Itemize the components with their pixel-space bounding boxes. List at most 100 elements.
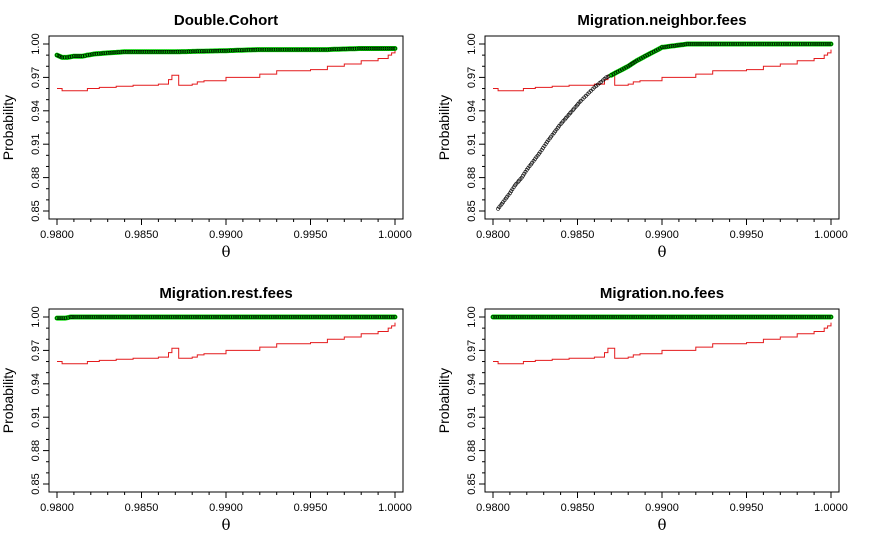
data-point — [818, 315, 822, 319]
data-point — [93, 315, 98, 319]
data-point — [206, 315, 211, 319]
data-point — [55, 316, 59, 321]
series-highlight — [54, 314, 398, 321]
data-point — [604, 315, 609, 319]
data-point — [219, 315, 224, 319]
data-point — [717, 42, 722, 46]
data-point — [359, 315, 364, 319]
data-point — [204, 49, 209, 54]
data-point — [683, 42, 688, 47]
data-point — [239, 48, 244, 53]
plot-area — [54, 314, 398, 365]
data-point — [620, 315, 624, 319]
data-point — [376, 46, 381, 51]
data-point — [551, 315, 555, 319]
data-point — [617, 315, 622, 319]
data-point — [202, 49, 206, 54]
data-point — [330, 315, 335, 319]
data-point — [513, 315, 518, 319]
data-point — [85, 315, 89, 319]
data-point — [611, 72, 616, 77]
data-point — [511, 315, 515, 319]
data-point — [776, 42, 780, 46]
series-highlight — [54, 46, 398, 60]
data-point — [96, 51, 101, 56]
data-point — [204, 315, 208, 319]
x-tick-label: 1.0000 — [814, 502, 848, 514]
data-point — [702, 42, 707, 46]
data-point — [702, 315, 707, 319]
data-point — [317, 315, 322, 319]
data-point — [662, 45, 667, 50]
data-point — [213, 49, 217, 53]
data-point — [329, 47, 334, 52]
data-point — [822, 42, 827, 46]
data-point — [526, 315, 531, 319]
data-point — [635, 315, 640, 319]
data-point — [367, 46, 372, 51]
data-point — [272, 315, 277, 319]
data-point — [339, 315, 344, 319]
data-point — [201, 315, 206, 319]
data-point — [588, 315, 593, 319]
data-point — [827, 42, 831, 46]
data-point — [356, 46, 361, 51]
data-point — [166, 315, 171, 319]
data-point — [151, 49, 156, 54]
data-point — [571, 315, 576, 319]
data-point — [359, 46, 364, 51]
data-point — [782, 42, 787, 46]
data-point — [99, 51, 103, 56]
chart-title: Double.Cohort — [174, 12, 278, 29]
data-point — [664, 44, 669, 49]
data-point — [662, 315, 667, 319]
data-point — [197, 315, 202, 319]
data-point — [644, 315, 649, 319]
data-point — [664, 315, 669, 319]
data-point — [818, 42, 823, 46]
data-point — [593, 315, 598, 319]
data-point — [224, 315, 228, 319]
series-points-3 — [608, 41, 834, 78]
data-point — [381, 315, 386, 319]
data-point — [517, 315, 522, 319]
data-point — [795, 315, 800, 319]
data-point — [724, 315, 729, 319]
y-tick-label: 0.85 — [466, 200, 478, 221]
data-point — [224, 48, 228, 53]
data-point — [740, 42, 744, 46]
data-point — [69, 54, 74, 59]
data-point — [582, 315, 587, 319]
data-point — [805, 42, 810, 46]
chart-panel-3: Migration.rest.fees 0.9800 0.9850 0.9900 0.9… — [0, 285, 412, 534]
y-tick-label: 0.97 — [30, 340, 42, 361]
x-axis-label: θ — [657, 243, 666, 261]
data-point — [528, 315, 533, 319]
data-point — [321, 315, 326, 319]
data-point — [600, 315, 604, 319]
data-point — [149, 49, 154, 54]
data-point — [737, 315, 742, 319]
data-point — [80, 54, 85, 59]
x-tick-label: 0.9900 — [209, 229, 243, 241]
data-point — [540, 315, 544, 319]
data-point — [312, 315, 317, 319]
data-point — [310, 315, 315, 319]
data-point — [769, 315, 773, 319]
data-point — [92, 52, 97, 56]
data-point — [580, 315, 584, 319]
data-point — [65, 55, 70, 60]
data-point — [794, 42, 799, 46]
data-point — [282, 47, 287, 52]
data-point — [85, 53, 90, 58]
data-point — [784, 315, 789, 319]
x-tick-label: 0.9900 — [209, 502, 243, 514]
data-point — [146, 315, 151, 319]
data-point — [524, 315, 529, 319]
data-point — [261, 315, 266, 319]
data-point — [96, 315, 100, 319]
data-point — [179, 49, 184, 54]
data-point — [90, 52, 94, 57]
data-point — [710, 42, 715, 46]
y-tick-label: 0.94 — [466, 373, 478, 394]
